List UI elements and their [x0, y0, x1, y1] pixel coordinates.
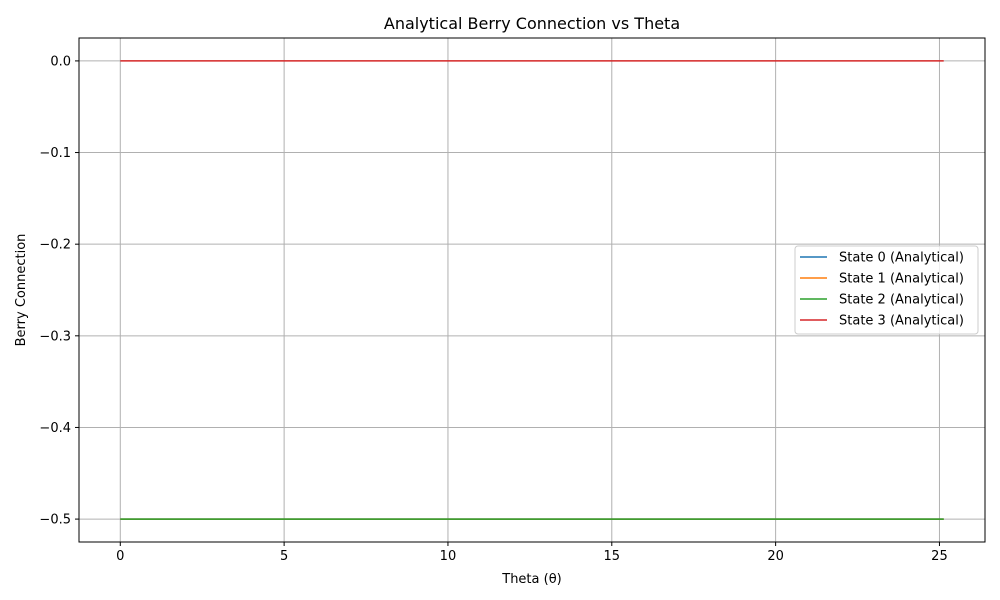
legend-entry-label: State 1 (Analytical)	[839, 272, 964, 287]
y-tick-label: −0.2	[39, 238, 71, 253]
y-tick-label: −0.5	[39, 513, 71, 528]
x-tick-label: 15	[604, 549, 621, 564]
legend-entry-label: State 3 (Analytical)	[839, 314, 964, 329]
x-tick-label: 5	[280, 549, 288, 564]
legend: State 0 (Analytical) State 1 (Analytical)…	[794, 245, 979, 335]
y-tick-label: −0.3	[39, 329, 71, 344]
plot-frame	[78, 37, 986, 543]
legend-entry-label: State 2 (Analytical)	[839, 293, 964, 308]
x-tick-label: 0	[116, 549, 124, 564]
x-tick-label: 25	[931, 549, 948, 564]
x-tick-label: 20	[767, 549, 784, 564]
x-tick-label: 10	[440, 549, 457, 564]
series-lines	[120, 60, 944, 520]
legend-entry-label: State 0 (Analytical)	[839, 251, 964, 266]
legend-box	[794, 245, 979, 335]
x-axis-label: Theta (θ)	[501, 572, 561, 587]
y-tick-label: −0.4	[39, 421, 71, 436]
y-tick-label: 0.0	[50, 54, 71, 69]
y-axis-label: Berry Connection	[14, 234, 29, 347]
chart-title: Analytical Berry Connection vs Theta	[384, 14, 680, 33]
x-axis-ticks: 0 5 10 15 20 25	[116, 542, 948, 564]
y-axis-ticks: 0.0 −0.1 −0.2 −0.3 −0.4 −0.5	[39, 54, 79, 528]
y-tick-label: −0.1	[39, 146, 71, 161]
